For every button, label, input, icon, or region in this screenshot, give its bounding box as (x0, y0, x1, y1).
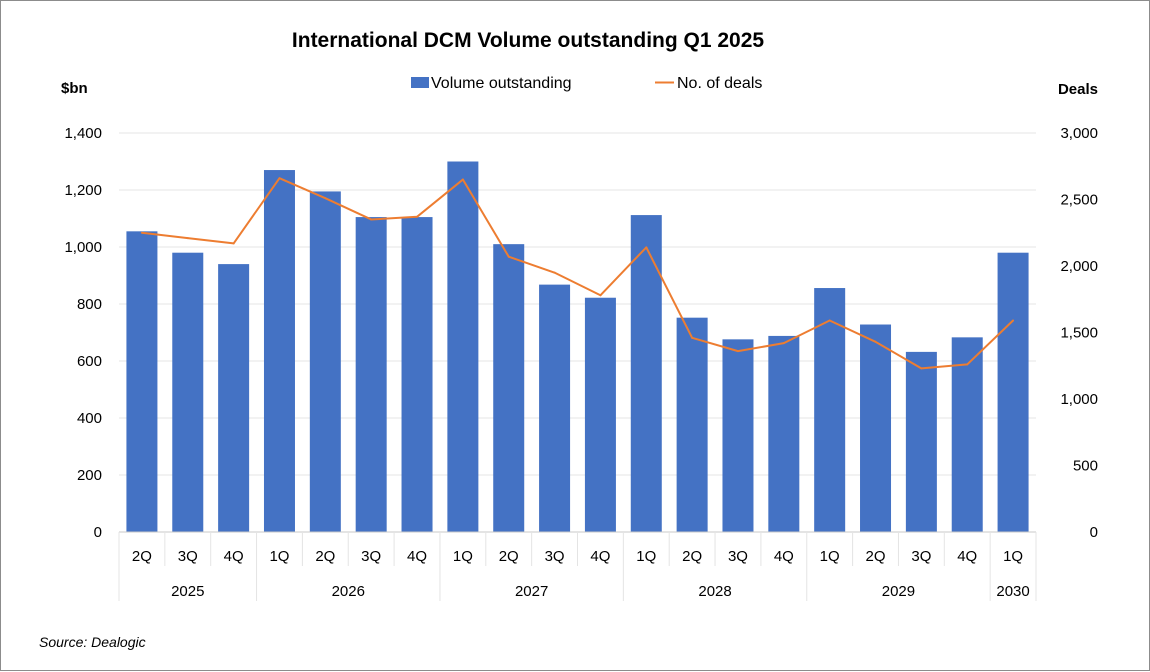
y-left-tick-label: 600 (77, 353, 102, 370)
line-point (645, 246, 648, 249)
bar[interactable] (860, 324, 892, 532)
quarter-label: 2Q (132, 548, 152, 565)
quarter-label: 3Q (728, 548, 748, 565)
x-axis: 2Q 3Q 4Q 1Q 2Q 3Q 4Q 1Q 2Q 3Q 4Q 1Q 2Q 3Q 4Q 1Q 2Q 3Q 4Q 1Q… (118, 531, 1037, 601)
quarter-label: 1Q (820, 548, 840, 565)
line-point (874, 340, 877, 343)
quarter-label: 1Q (1003, 548, 1023, 565)
chart-title: International DCM Volume outstanding Q1 … (292, 29, 764, 52)
quarter-label: 3Q (545, 548, 565, 565)
y-left-axis-title: $bn (61, 80, 88, 97)
line-point (782, 342, 785, 345)
year-label: 2029 (882, 583, 915, 600)
quarter-label: 1Q (269, 548, 289, 565)
quarter-label: 2Q (499, 548, 519, 565)
bar[interactable] (493, 244, 525, 532)
line-point (186, 237, 189, 240)
y-right-tick-label: 500 (1073, 458, 1098, 475)
bar[interactable] (355, 217, 387, 532)
line-point (416, 215, 419, 218)
bar[interactable] (768, 335, 800, 532)
legend-bar-swatch (411, 77, 429, 88)
line-point (966, 363, 969, 366)
year-label: 2027 (515, 583, 548, 600)
y-left-tick-label: 1,200 (64, 182, 102, 199)
bar[interactable] (401, 217, 433, 532)
quarter-label: 3Q (178, 548, 198, 565)
line-point (461, 178, 464, 181)
line-point (1012, 319, 1015, 322)
legend-line-label: No. of deals (677, 75, 762, 92)
quarter-label: 1Q (636, 548, 656, 565)
bar[interactable] (722, 339, 754, 532)
line-point (278, 177, 281, 180)
quarter-label: 4Q (774, 548, 794, 565)
line-point (691, 336, 694, 339)
y-right-tick-label: 2,000 (1060, 258, 1098, 275)
y-left-tick-label: 0 (94, 524, 102, 541)
quarter-label: 3Q (361, 548, 381, 565)
line-point (232, 242, 235, 245)
y-right-tick-label: 1,000 (1060, 391, 1098, 408)
bar[interactable] (630, 215, 662, 532)
quarter-label: 2Q (682, 548, 702, 565)
bar[interactable] (951, 337, 983, 532)
quarter-label: 3Q (911, 548, 931, 565)
line-point (324, 197, 327, 200)
y-left-ticks: 0 200 400 600 800 1,000 1,200 1,400 (64, 125, 102, 541)
line-point (507, 255, 510, 258)
y-right-tick-label: 2,500 (1060, 192, 1098, 209)
bar[interactable] (584, 297, 616, 532)
line-point (599, 294, 602, 297)
quarter-label: 2Q (866, 548, 886, 565)
quarter-label: 2Q (315, 548, 335, 565)
y-left-tick-label: 1,000 (64, 239, 102, 256)
y-left-tick-label: 200 (77, 467, 102, 484)
bar[interactable] (263, 170, 295, 533)
y-right-axis-title: Deals (1058, 81, 1098, 98)
y-right-tick-label: 1,500 (1060, 325, 1098, 342)
bar[interactable] (218, 264, 250, 532)
quarter-label: 4Q (407, 548, 427, 565)
line-point (828, 319, 831, 322)
year-label: 2026 (332, 583, 365, 600)
y-left-tick-label: 1,400 (64, 125, 102, 142)
y-left-tick-label: 800 (77, 296, 102, 313)
line-point (553, 271, 556, 274)
legend: Volume outstanding No. of deals (411, 75, 762, 92)
deals-line[interactable] (141, 177, 1014, 370)
y-right-tick-label: 3,000 (1060, 125, 1098, 142)
bar[interactable] (676, 317, 708, 532)
line-series (140, 177, 1015, 370)
bar[interactable] (447, 161, 479, 533)
line-point (140, 231, 143, 234)
quarter-label: 4Q (224, 548, 244, 565)
year-label: 2028 (698, 583, 731, 600)
bar[interactable] (905, 351, 937, 532)
line-point (920, 367, 923, 370)
quarter-label: 4Q (590, 548, 610, 565)
y-right-ticks: 0 500 1,000 1,500 2,000 2,500 3,000 (1060, 125, 1098, 541)
year-label: 2025 (171, 583, 204, 600)
bar-series (126, 161, 1029, 533)
bar[interactable] (172, 252, 204, 532)
line-point (370, 218, 373, 221)
y-right-tick-label: 0 (1090, 524, 1098, 541)
quarter-label: 1Q (453, 548, 473, 565)
source-note: Source: Dealogic (39, 634, 146, 650)
bar[interactable] (309, 191, 341, 533)
bar[interactable] (539, 284, 571, 532)
gridlines (119, 132, 1036, 476)
y-left-tick-label: 400 (77, 410, 102, 427)
quarter-label: 4Q (957, 548, 977, 565)
bar[interactable] (126, 231, 158, 532)
line-point (736, 350, 739, 353)
bar[interactable] (814, 288, 846, 532)
legend-bar-label: Volume outstanding (431, 75, 572, 92)
year-label: 2030 (996, 583, 1029, 600)
bar[interactable] (997, 252, 1029, 532)
